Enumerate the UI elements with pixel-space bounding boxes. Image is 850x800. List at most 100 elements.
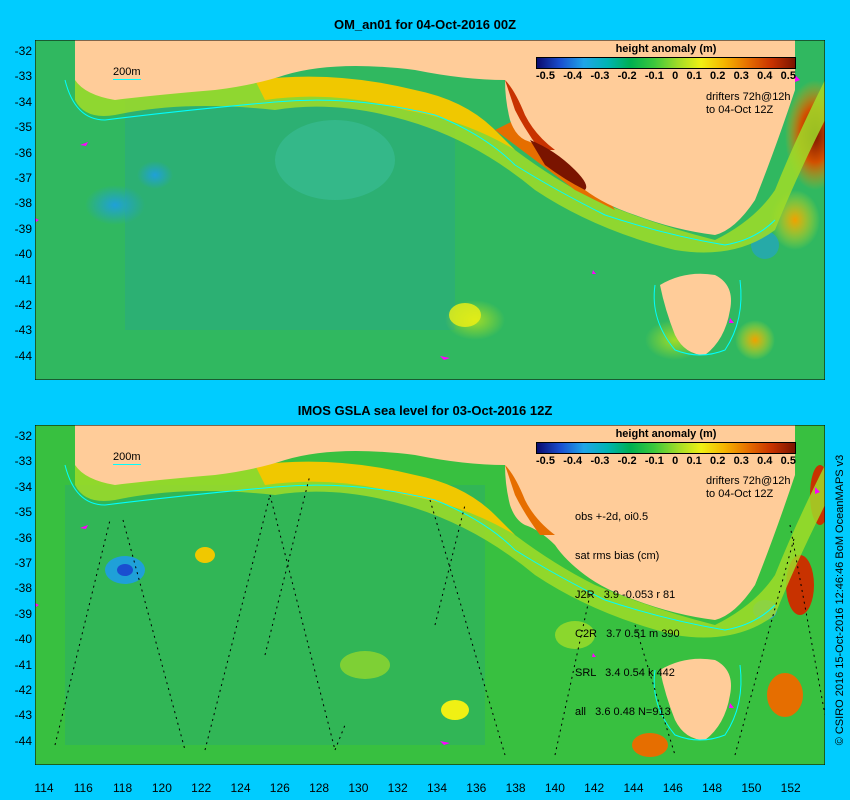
x-tick-label: 116 [73, 781, 93, 795]
y-tick-label: -35 [14, 505, 32, 520]
y-tick-label: -33 [14, 69, 32, 84]
drifter-note-line2: to 04-Oct 12Z [706, 104, 774, 116]
legend-tick: -0.5 [536, 455, 555, 467]
x-tick-label: 128 [309, 781, 330, 795]
legend-tick: -0.1 [644, 455, 664, 467]
legend-tick: -0.1 [644, 70, 664, 82]
drifter-note-line1: drifters 72h@12h [706, 91, 791, 103]
y-tick-label: -34 [14, 479, 32, 494]
x-tick-label: 140 [544, 781, 565, 795]
y-tick-label: -37 [14, 556, 32, 570]
y-tick-label: -38 [14, 581, 32, 596]
y-tick-label: -42 [14, 298, 32, 312]
panel1-title: OM_an01 for 04-Oct-2016 00Z [333, 17, 517, 32]
legend-tick: -0.3 [590, 70, 610, 82]
y-tick-label: -39 [14, 221, 32, 236]
color-scale-bar [536, 442, 796, 454]
isobath-swatch [113, 79, 141, 80]
x-tick-label: 118 [113, 781, 133, 795]
y-tick-label: -41 [14, 657, 32, 672]
y-tick-label: -33 [14, 454, 32, 469]
y-tick-label: -44 [14, 348, 32, 363]
y-tick-label: -38 [14, 196, 32, 211]
y-tick-label: -40 [14, 632, 32, 647]
legend-tick: -0.4 [563, 70, 583, 82]
y-tick-label: -40 [14, 247, 32, 262]
y-tick-label: -43 [14, 708, 32, 723]
panel2-title: IMOS GSLA sea level for 03-Oct-2016 12Z [297, 403, 553, 418]
x-tick-label: 146 [662, 781, 683, 795]
y-tick-label: -37 [14, 171, 32, 185]
legend-tick: 0.5 [780, 70, 796, 82]
legend-tick: -0.4 [563, 455, 583, 467]
stats-line: sat rms bias (cm) [575, 550, 660, 562]
legend-tick: 0.3 [733, 70, 749, 82]
panel2-scale-label: 200m [113, 451, 141, 465]
y-tick-label: -42 [14, 683, 32, 697]
legend-tick: 0 [672, 70, 679, 82]
x-tick-label: 124 [230, 781, 251, 795]
y-tick-label: -35 [14, 120, 32, 135]
legend-tick: 0 [672, 455, 679, 467]
stats-line: C2R 3.7 0.51 m 390 [575, 628, 680, 640]
y-tick-label: -41 [14, 272, 32, 287]
legend-title: height anomaly (m) [615, 428, 717, 440]
legend-tick: 0.4 [757, 70, 773, 82]
y-tick-label: -34 [14, 94, 32, 109]
legend-tick: -0.5 [536, 70, 555, 82]
panel1-drifter-note: drifters 72h@12h to 04-Oct 12Z [706, 91, 791, 117]
x-tick-label: 132 [387, 781, 408, 795]
color-scale-bar [536, 57, 796, 69]
panel2-legend: height anomaly (m) -0.5 -0.4 -0.3 -0.2 -… [536, 428, 796, 467]
isobath-swatch [113, 464, 141, 465]
legend-tick: -0.2 [617, 70, 637, 82]
stats-line: J2R 3.9 -0.053 r 81 [575, 589, 676, 601]
panel1-map [35, 40, 825, 380]
copyright-credit: © CSIRO 2016 15-Oct-2016 12:46:46 BoM Oc… [832, 422, 848, 782]
x-tick-label: 130 [348, 781, 369, 795]
legend-tick: 0.3 [733, 455, 749, 467]
stats-line: SRL 3.4 0.54 k 442 [575, 667, 675, 679]
panel2-drifter-note: drifters 72h@12h to 04-Oct 12Z [706, 475, 791, 501]
legend-title: height anomaly (m) [615, 43, 717, 55]
drifter-note-line2: to 04-Oct 12Z [706, 488, 774, 500]
panel2-map [35, 425, 825, 765]
legend-tick: 0.5 [780, 455, 796, 467]
x-tick-label: 114 [34, 781, 54, 795]
legend-ticks: -0.5 -0.4 -0.3 -0.2 -0.1 0 0.1 0.2 0.3 0… [536, 455, 796, 467]
drifter-note-line1: drifters 72h@12h [706, 475, 791, 487]
x-tick-label: 150 [741, 781, 762, 795]
stats-line: obs +-2d, oi0.5 [575, 511, 649, 523]
isobath-label: 200m [113, 66, 141, 78]
legend-ticks: -0.5 -0.4 -0.3 -0.2 -0.1 0 0.1 0.2 0.3 0… [536, 70, 796, 82]
legend-tick: 0.2 [710, 455, 726, 467]
legend-tick: -0.3 [590, 455, 610, 467]
legend-tick: 0.4 [757, 455, 773, 467]
y-tick-label: -36 [14, 145, 32, 160]
panel1-scale-label: 200m [113, 66, 141, 80]
x-tick-label: 152 [780, 781, 801, 795]
legend-tick: -0.2 [617, 455, 637, 467]
x-tick-label: 142 [584, 781, 605, 795]
y-tick-label: -36 [14, 530, 32, 545]
panel1-legend: height anomaly (m) -0.5 -0.4 -0.3 -0.2 -… [536, 43, 796, 82]
x-tick-label: 126 [269, 781, 290, 795]
y-tick-label: -39 [14, 606, 32, 621]
isobath-label: 200m [113, 451, 141, 463]
satellite-stats: obs +-2d, oi0.5 sat rms bias (cm) J2R 3.… [575, 485, 680, 732]
x-tick-label: 120 [151, 781, 172, 795]
x-tick-label: 144 [623, 781, 644, 795]
y-tick-label: -32 [14, 44, 32, 58]
x-tick-label: 136 [466, 781, 487, 795]
x-tick-label: 122 [191, 781, 212, 795]
x-tick-label: 138 [505, 781, 526, 795]
y-tick-label: -32 [14, 429, 32, 443]
legend-tick: 0.1 [686, 70, 702, 82]
credit-text: © CSIRO 2016 15-Oct-2016 12:46:46 BoM Oc… [834, 454, 846, 746]
x-tick-label: 134 [426, 781, 448, 795]
x-tick-label: 148 [702, 781, 723, 795]
y-tick-label: -43 [14, 323, 32, 338]
legend-tick: 0.2 [710, 70, 726, 82]
y-tick-label: -44 [14, 733, 32, 748]
stats-line: all 3.6 0.48 N=913 [575, 706, 671, 718]
